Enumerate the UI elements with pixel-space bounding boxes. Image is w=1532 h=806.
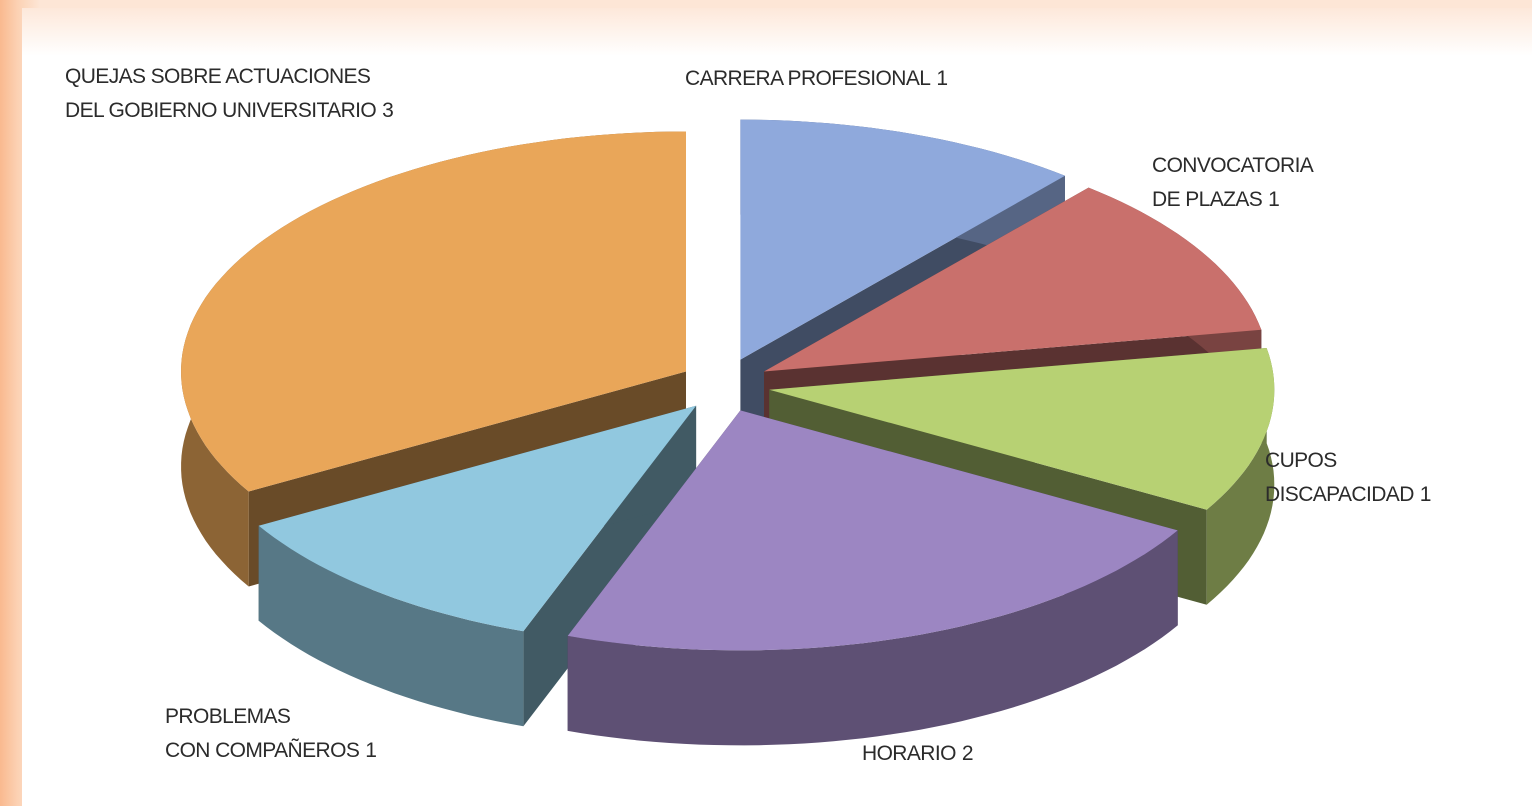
label-value: 1 [1268, 188, 1279, 211]
pie-slice [258, 405, 697, 727]
label-line: CON COMPAÑEROS [165, 738, 360, 762]
label-line: DEL GOBIERNO UNIVERSITARIO [65, 99, 376, 122]
slice-label: QUEJAS SOBRE ACTUACIONES DEL GOBIERNO UNI… [65, 65, 393, 122]
slice-wall [1206, 348, 1275, 605]
label-value: 1 [936, 67, 947, 90]
slice-label: CARRERA PROFESIONAL 1 [685, 67, 947, 90]
label-line: DE PLAZAS [1152, 188, 1263, 211]
label-line: PROBLEMAS [165, 705, 291, 728]
label-value: 1 [365, 739, 376, 762]
label-line: HORARIO [862, 742, 956, 765]
slice-top [181, 131, 686, 492]
label-value: 1 [1420, 483, 1431, 506]
slice-label: CONVOCATORIA DE PLAZAS 1 [1152, 154, 1314, 211]
slice-wall [567, 530, 1178, 746]
slice-top [764, 187, 1262, 372]
label-value: 3 [382, 99, 393, 122]
label-line: QUEJAS SOBRE ACTUACIONES [65, 65, 371, 88]
label-line: DISCAPACIDAD [1265, 483, 1414, 506]
label-line: CUPOS [1265, 449, 1337, 472]
pie-slice [567, 410, 1178, 746]
label-value: 2 [962, 742, 973, 765]
slice-wall [258, 525, 524, 727]
slice-top [567, 410, 1178, 651]
label-line: CARRERA PROFESIONAL [685, 67, 930, 90]
slice-top [258, 405, 697, 632]
slice-top [740, 119, 1065, 360]
slice-label: CUPOS DISCAPACIDAD 1 [1265, 449, 1431, 506]
slice-label: HORARIO 2 [862, 742, 973, 765]
slice-top [769, 348, 1275, 510]
label-line: CONVOCATORIA [1152, 154, 1314, 177]
slice-label: PROBLEMAS CON COMPAÑEROS 1 [165, 705, 376, 762]
